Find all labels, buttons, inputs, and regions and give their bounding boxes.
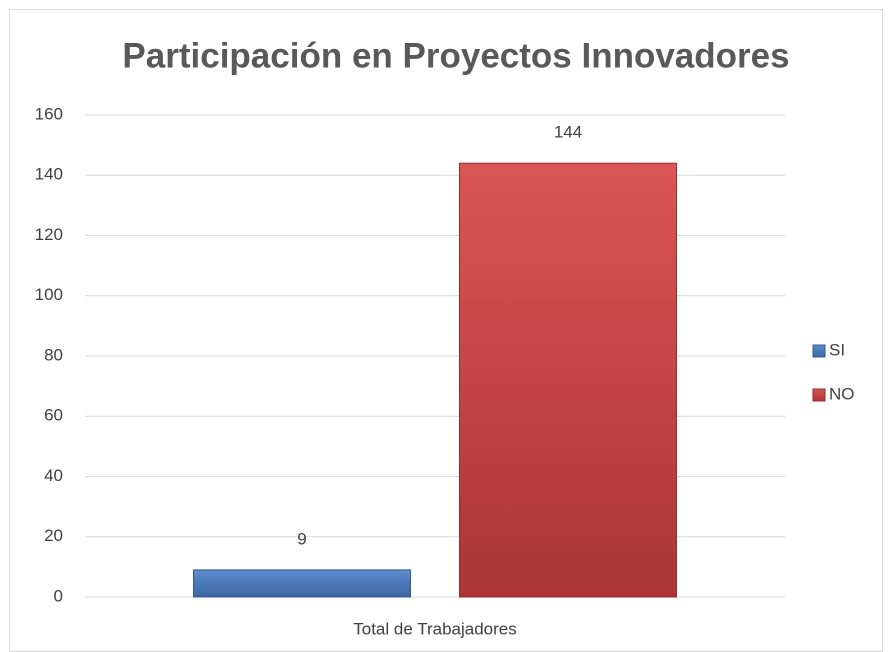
y-tick-label: 20 <box>44 526 63 545</box>
x-tick-label: Total de Trabajadores <box>353 619 517 638</box>
y-tick-label: 0 <box>54 586 63 605</box>
y-tick-label: 120 <box>35 225 63 244</box>
y-tick-label: 140 <box>35 165 63 184</box>
data-label: 144 <box>554 123 582 142</box>
y-tick-label: 60 <box>44 406 63 425</box>
y-tick-label: 160 <box>35 104 63 123</box>
legend-swatch <box>812 344 826 358</box>
bar <box>459 162 677 598</box>
chart-title: Participación en Proyectos Innovadores <box>122 36 789 75</box>
bar <box>193 569 411 598</box>
chart-border <box>9 9 883 652</box>
y-tick-label: 40 <box>44 466 63 485</box>
legend-label: SI <box>829 340 845 359</box>
legend-label: NO <box>829 384 855 403</box>
legend-swatch <box>812 388 826 402</box>
y-tick-label: 80 <box>44 345 63 364</box>
y-tick-label: 100 <box>35 285 63 304</box>
data-label: 9 <box>297 529 306 548</box>
